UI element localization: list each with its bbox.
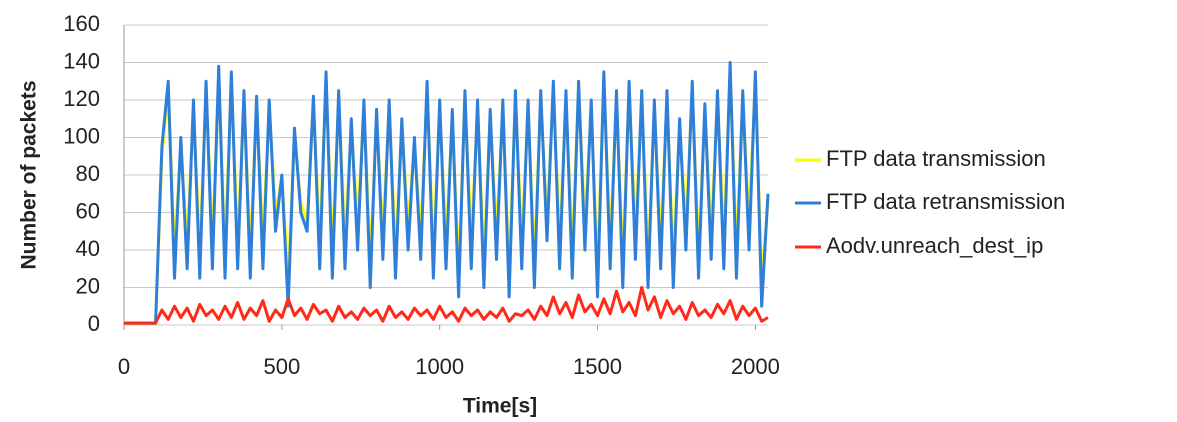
y-tick-label: 100 xyxy=(63,123,100,148)
y-tick-label: 140 xyxy=(63,48,100,73)
x-tick-label: 0 xyxy=(118,354,130,379)
x-tick-label: 500 xyxy=(263,354,300,379)
y-tick-label: 160 xyxy=(63,11,100,36)
y-tick-label: 40 xyxy=(76,236,100,261)
y-tick-label: 120 xyxy=(63,86,100,111)
y-tick-label: 80 xyxy=(76,161,100,186)
y-tick-label: 0 xyxy=(88,311,100,336)
series-line xyxy=(124,61,770,325)
x-tick-label: 2000 xyxy=(731,354,780,379)
y-axis-title: Number of packets xyxy=(18,80,41,269)
x-tick-label: 1000 xyxy=(415,354,464,379)
x-axis-title: Time[s] xyxy=(463,395,537,418)
y-tick-label: 60 xyxy=(76,198,100,223)
legend-label: Aodv.unreach_dest_ip xyxy=(826,233,1043,258)
legend-label: FTP data retransmission xyxy=(826,189,1065,214)
y-tick-label: 20 xyxy=(76,273,100,298)
x-tick-label: 1500 xyxy=(573,354,622,379)
series-line xyxy=(124,286,769,325)
legend-label: FTP data transmission xyxy=(826,146,1046,171)
